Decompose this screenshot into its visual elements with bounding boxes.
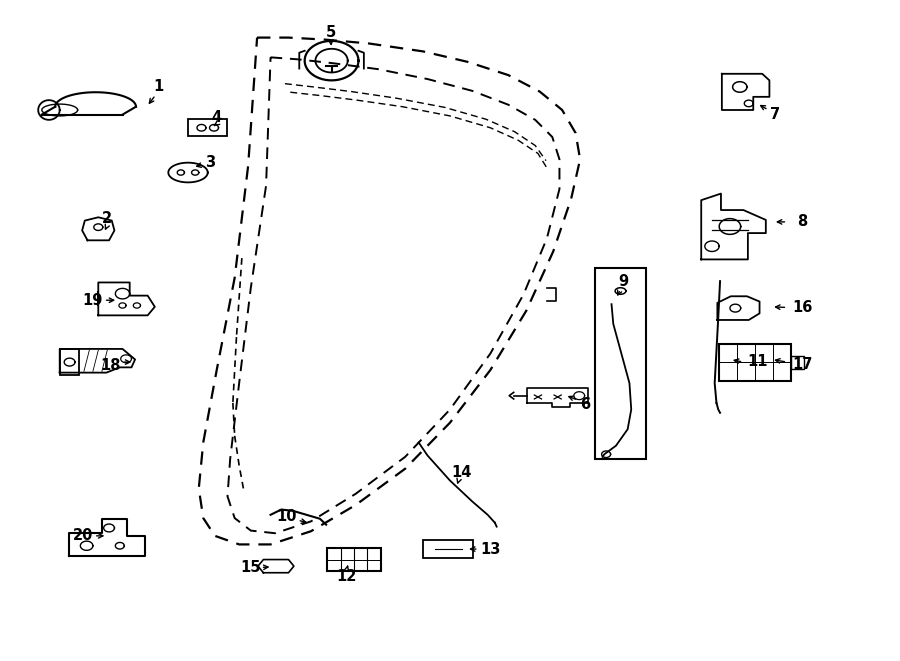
Bar — [188, 119, 228, 136]
Bar — [59, 349, 79, 375]
Text: 19: 19 — [83, 293, 104, 308]
Text: 13: 13 — [481, 541, 500, 557]
Bar — [423, 541, 473, 558]
Text: 6: 6 — [580, 397, 590, 412]
Text: 3: 3 — [205, 155, 215, 170]
Text: 9: 9 — [618, 274, 628, 290]
Text: 2: 2 — [103, 211, 112, 226]
Text: 8: 8 — [797, 214, 807, 229]
Text: 18: 18 — [101, 358, 122, 373]
Text: 17: 17 — [792, 357, 813, 372]
Text: 15: 15 — [240, 560, 261, 575]
Text: 5: 5 — [326, 26, 336, 40]
Bar — [595, 268, 645, 459]
Text: 14: 14 — [452, 465, 472, 479]
Text: 12: 12 — [337, 568, 357, 584]
Text: 11: 11 — [748, 354, 768, 369]
Text: 7: 7 — [770, 107, 780, 122]
Text: 4: 4 — [212, 110, 221, 126]
Bar — [327, 548, 381, 571]
Bar — [719, 344, 791, 381]
Text: 10: 10 — [276, 508, 297, 524]
Text: 20: 20 — [73, 528, 94, 543]
Text: 16: 16 — [792, 300, 813, 315]
Text: 1: 1 — [153, 79, 164, 95]
Bar — [791, 356, 804, 369]
